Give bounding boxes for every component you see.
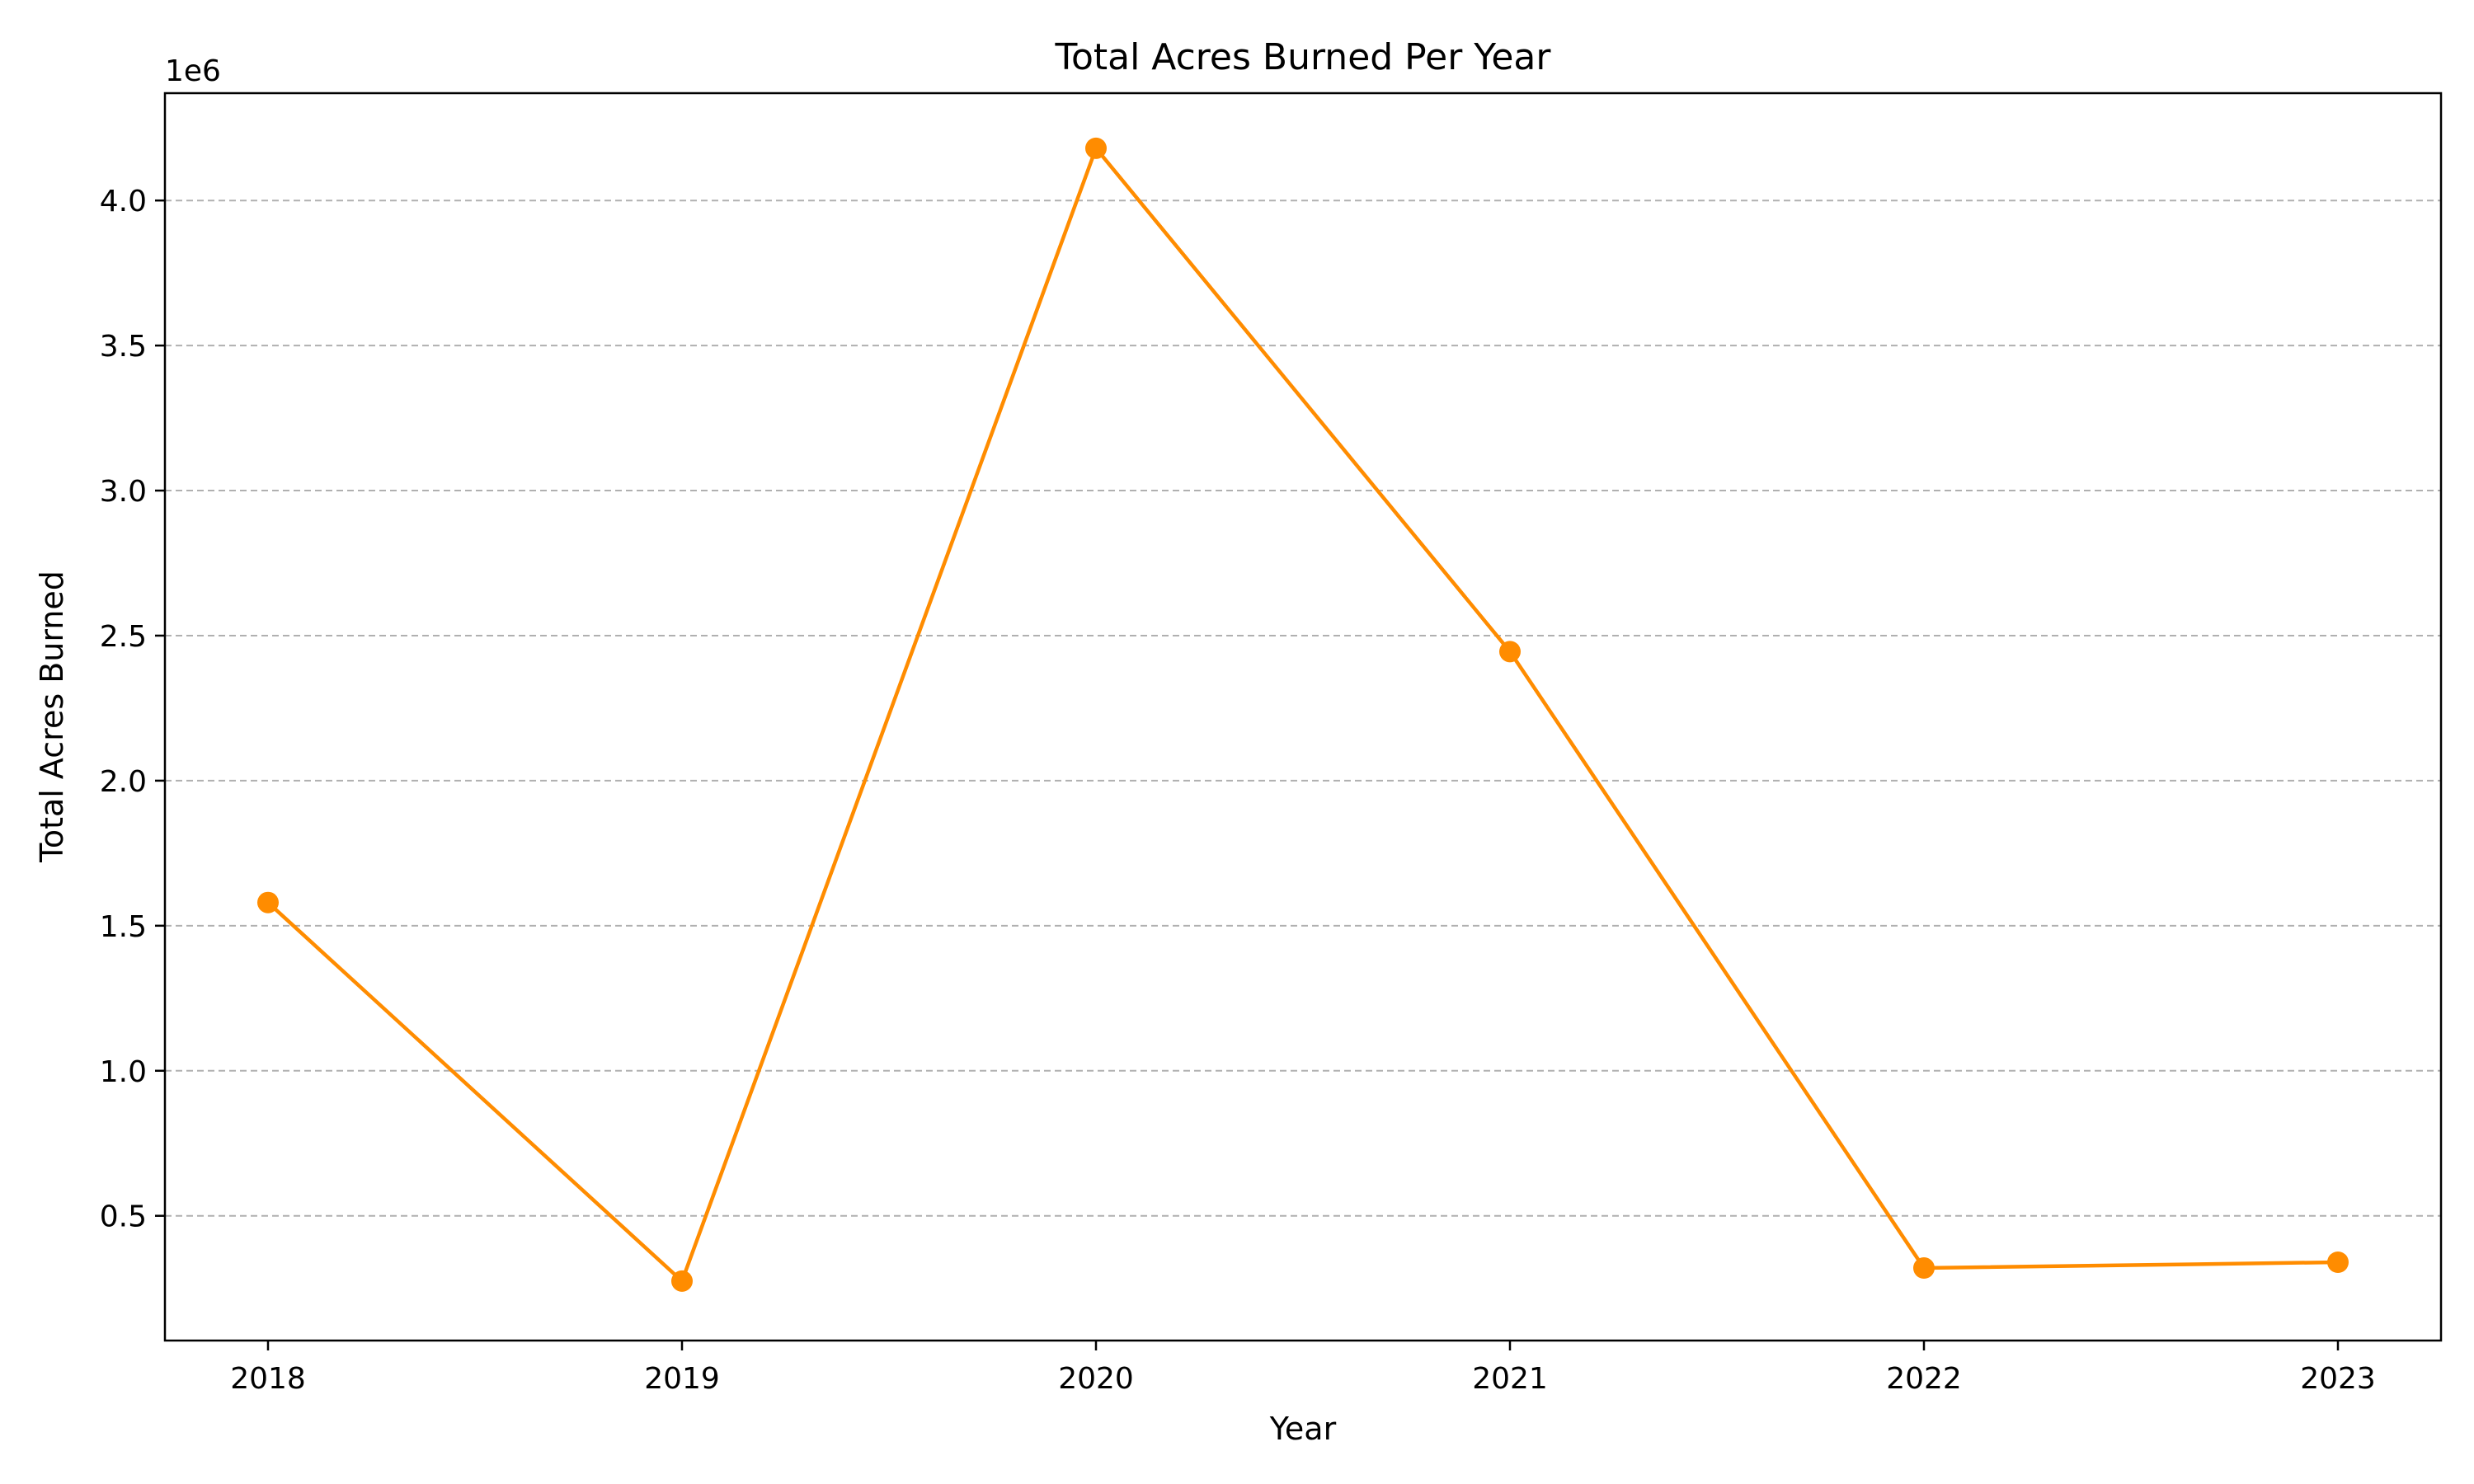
y-axis-label: Total Acres Burned [34,571,70,863]
y-tick-label: 4.0 [100,185,147,218]
x-tick-label: 2020 [1058,1362,1134,1396]
data-point [1499,641,1521,663]
x-tick-label: 2018 [230,1362,306,1396]
y-tick-label: 1.0 [100,1055,147,1089]
series-group [257,137,2349,1292]
data-point [1913,1257,1935,1280]
x-axis-label: Year [1269,1411,1337,1447]
x-tick-label: 2022 [1886,1362,1962,1396]
data-point [257,891,279,913]
series-line [266,146,2339,1284]
plot-area-frame [163,92,2443,1342]
x-tick-label: 2021 [1472,1362,1548,1396]
y-tick-label: 2.0 [100,765,147,799]
chart-title: Total Acres Burned Per Year [1055,36,1552,78]
data-point [2327,1251,2349,1273]
x-tick-label: 2023 [2300,1362,2376,1396]
y-tick-label: 3.0 [100,475,147,509]
y-tick-label: 1.5 [100,910,147,944]
x-axis: 2018 2019 2020 2021 2022 2023 [230,1341,2376,1396]
data-point [671,1270,693,1292]
y-tick-label: 0.5 [100,1200,147,1234]
data-point [1085,137,1107,159]
y-axis-offset-label: 1e6 [165,54,221,88]
y-gridlines [165,200,2441,1217]
y-axis: 0.5 1.0 1.5 2.0 2.5 3.0 3.5 4.0 [100,185,165,1234]
x-tick-label: 2019 [644,1362,720,1396]
y-tick-label: 3.5 [100,330,147,364]
y-tick-label: 2.5 [100,620,147,654]
